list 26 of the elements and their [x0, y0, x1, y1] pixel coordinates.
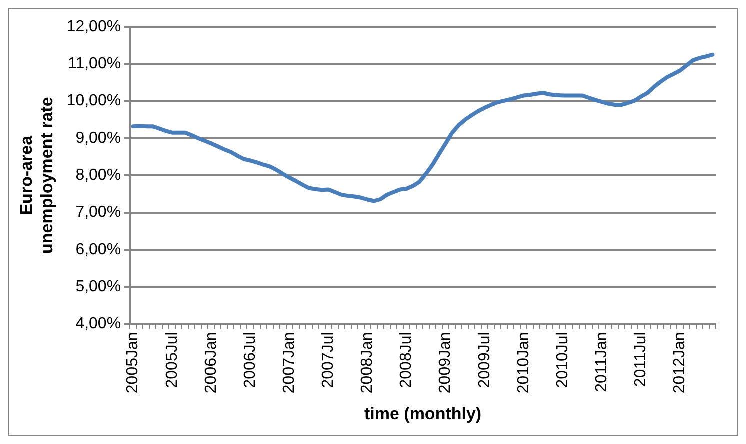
x-tick-label: 2005Jan — [124, 332, 142, 394]
y-tick-label: 11,00% — [68, 56, 122, 73]
x-tick-label: 2009Jan — [437, 332, 454, 394]
x-tick-label: 2011Jan — [593, 332, 610, 392]
y-tick-label: 8,00% — [76, 167, 122, 184]
x-tick-label: 2009Jul — [476, 332, 494, 388]
x-tick-label: 2011Jul — [632, 332, 650, 388]
x-tick-label: 2010Jan — [515, 332, 532, 394]
y-tick-label: 9,00% — [76, 130, 122, 147]
x-tick-label: 2012Jan — [672, 332, 689, 394]
x-tick-label: 2006Jul — [242, 332, 259, 388]
x-tick-label: 2010Jul — [554, 332, 572, 388]
x-tick-label: 2008Jan — [359, 332, 376, 394]
y-tick-label: 6,00% — [76, 241, 122, 258]
y-tick-label: 4,00% — [76, 316, 122, 333]
y-axis-title: Euro-area unemployment rate — [16, 97, 56, 254]
x-tick-label: 2007Jan — [280, 332, 298, 394]
x-tick-label: 2005Jul — [164, 332, 181, 388]
y-tick-label: 5,00% — [76, 278, 122, 296]
y-tick-label: 7,00% — [76, 204, 122, 222]
y-tick-label: 10,00% — [66, 92, 122, 110]
x-tick-label: 2007Jul — [320, 332, 338, 388]
y-tick-label: 12,00% — [66, 18, 122, 36]
x-tick-label: 2006Jan — [202, 332, 220, 394]
x-tick-label: 2008Jul — [398, 332, 416, 388]
x-axis-title: time (monthly) — [364, 404, 482, 424]
